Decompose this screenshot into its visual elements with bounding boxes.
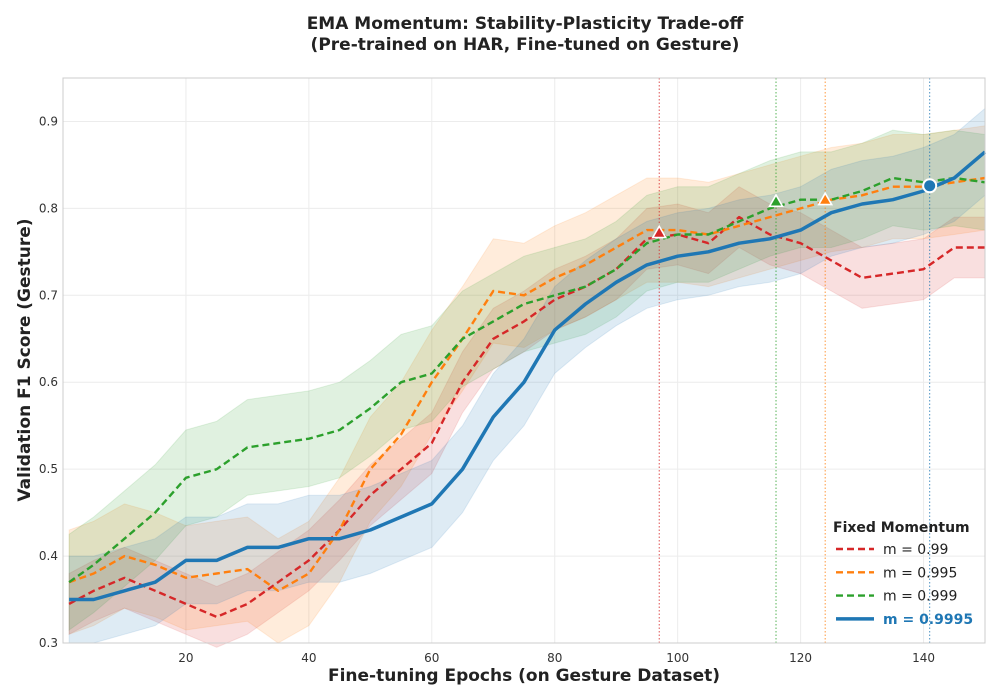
legend: Fixed Momentum m = 0.99 m = 0.995 m = 0.99… (833, 520, 973, 628)
plot-frame (62, 77, 986, 644)
legend-label-m-0-995: m = 0.995 (883, 565, 957, 581)
x-tick-label: 60 (424, 651, 439, 665)
series-lines (68, 150, 987, 619)
best-markers (651, 178, 938, 239)
best-marker-m-0-995 (817, 191, 834, 206)
y-tick-label: 0.5 (39, 462, 58, 476)
line-m-0-99 (68, 215, 985, 619)
best-marker-m-0-999 (768, 193, 784, 208)
legend-label-m-0-9995: m = 0.9995 (883, 612, 973, 628)
y-axis-label: Validation F1 Score (Gesture) (15, 218, 35, 501)
chart-subtitle: (Pre-trained on HAR, Fine-tuned on Gestu… (311, 35, 740, 55)
line-m-0-995 (68, 176, 986, 592)
tick-labels: 20 40 60 80 100 120 140 0.3 0.4 0.5 0.6 0.7 0.8 0.9 (39, 114, 935, 665)
x-tick-label: 80 (547, 651, 562, 665)
y-tick-label: 0.8 (39, 201, 58, 215)
y-tick-label: 0.6 (39, 375, 58, 389)
best-marker-m-0-99 (651, 224, 668, 239)
legend-label-m-0-999: m = 0.999 (883, 589, 957, 605)
y-tick-label: 0.9 (39, 114, 58, 128)
y-tick-label: 0.4 (39, 549, 58, 563)
x-tick-label: 140 (912, 651, 935, 665)
x-tick-label: 40 (301, 651, 316, 665)
grid (63, 78, 985, 644)
line-m-0-999 (68, 176, 986, 584)
x-tick-label: 120 (789, 651, 812, 665)
best-marker-m-0-9995 (922, 178, 938, 194)
x-axis-label: Fine-tuning Epochs (on Gesture Dataset) (328, 666, 720, 686)
legend-label-m-0-99: m = 0.99 (883, 542, 948, 558)
x-tick-label: 20 (178, 651, 193, 665)
chart-title: EMA Momentum: Stability-Plasticity Trade… (307, 14, 744, 34)
y-tick-label: 0.3 (39, 636, 58, 650)
line-m-0-9995 (69, 150, 987, 602)
legend-title: Fixed Momentum (833, 520, 970, 536)
x-tick-label: 100 (666, 651, 689, 665)
y-tick-label: 0.7 (39, 288, 58, 302)
